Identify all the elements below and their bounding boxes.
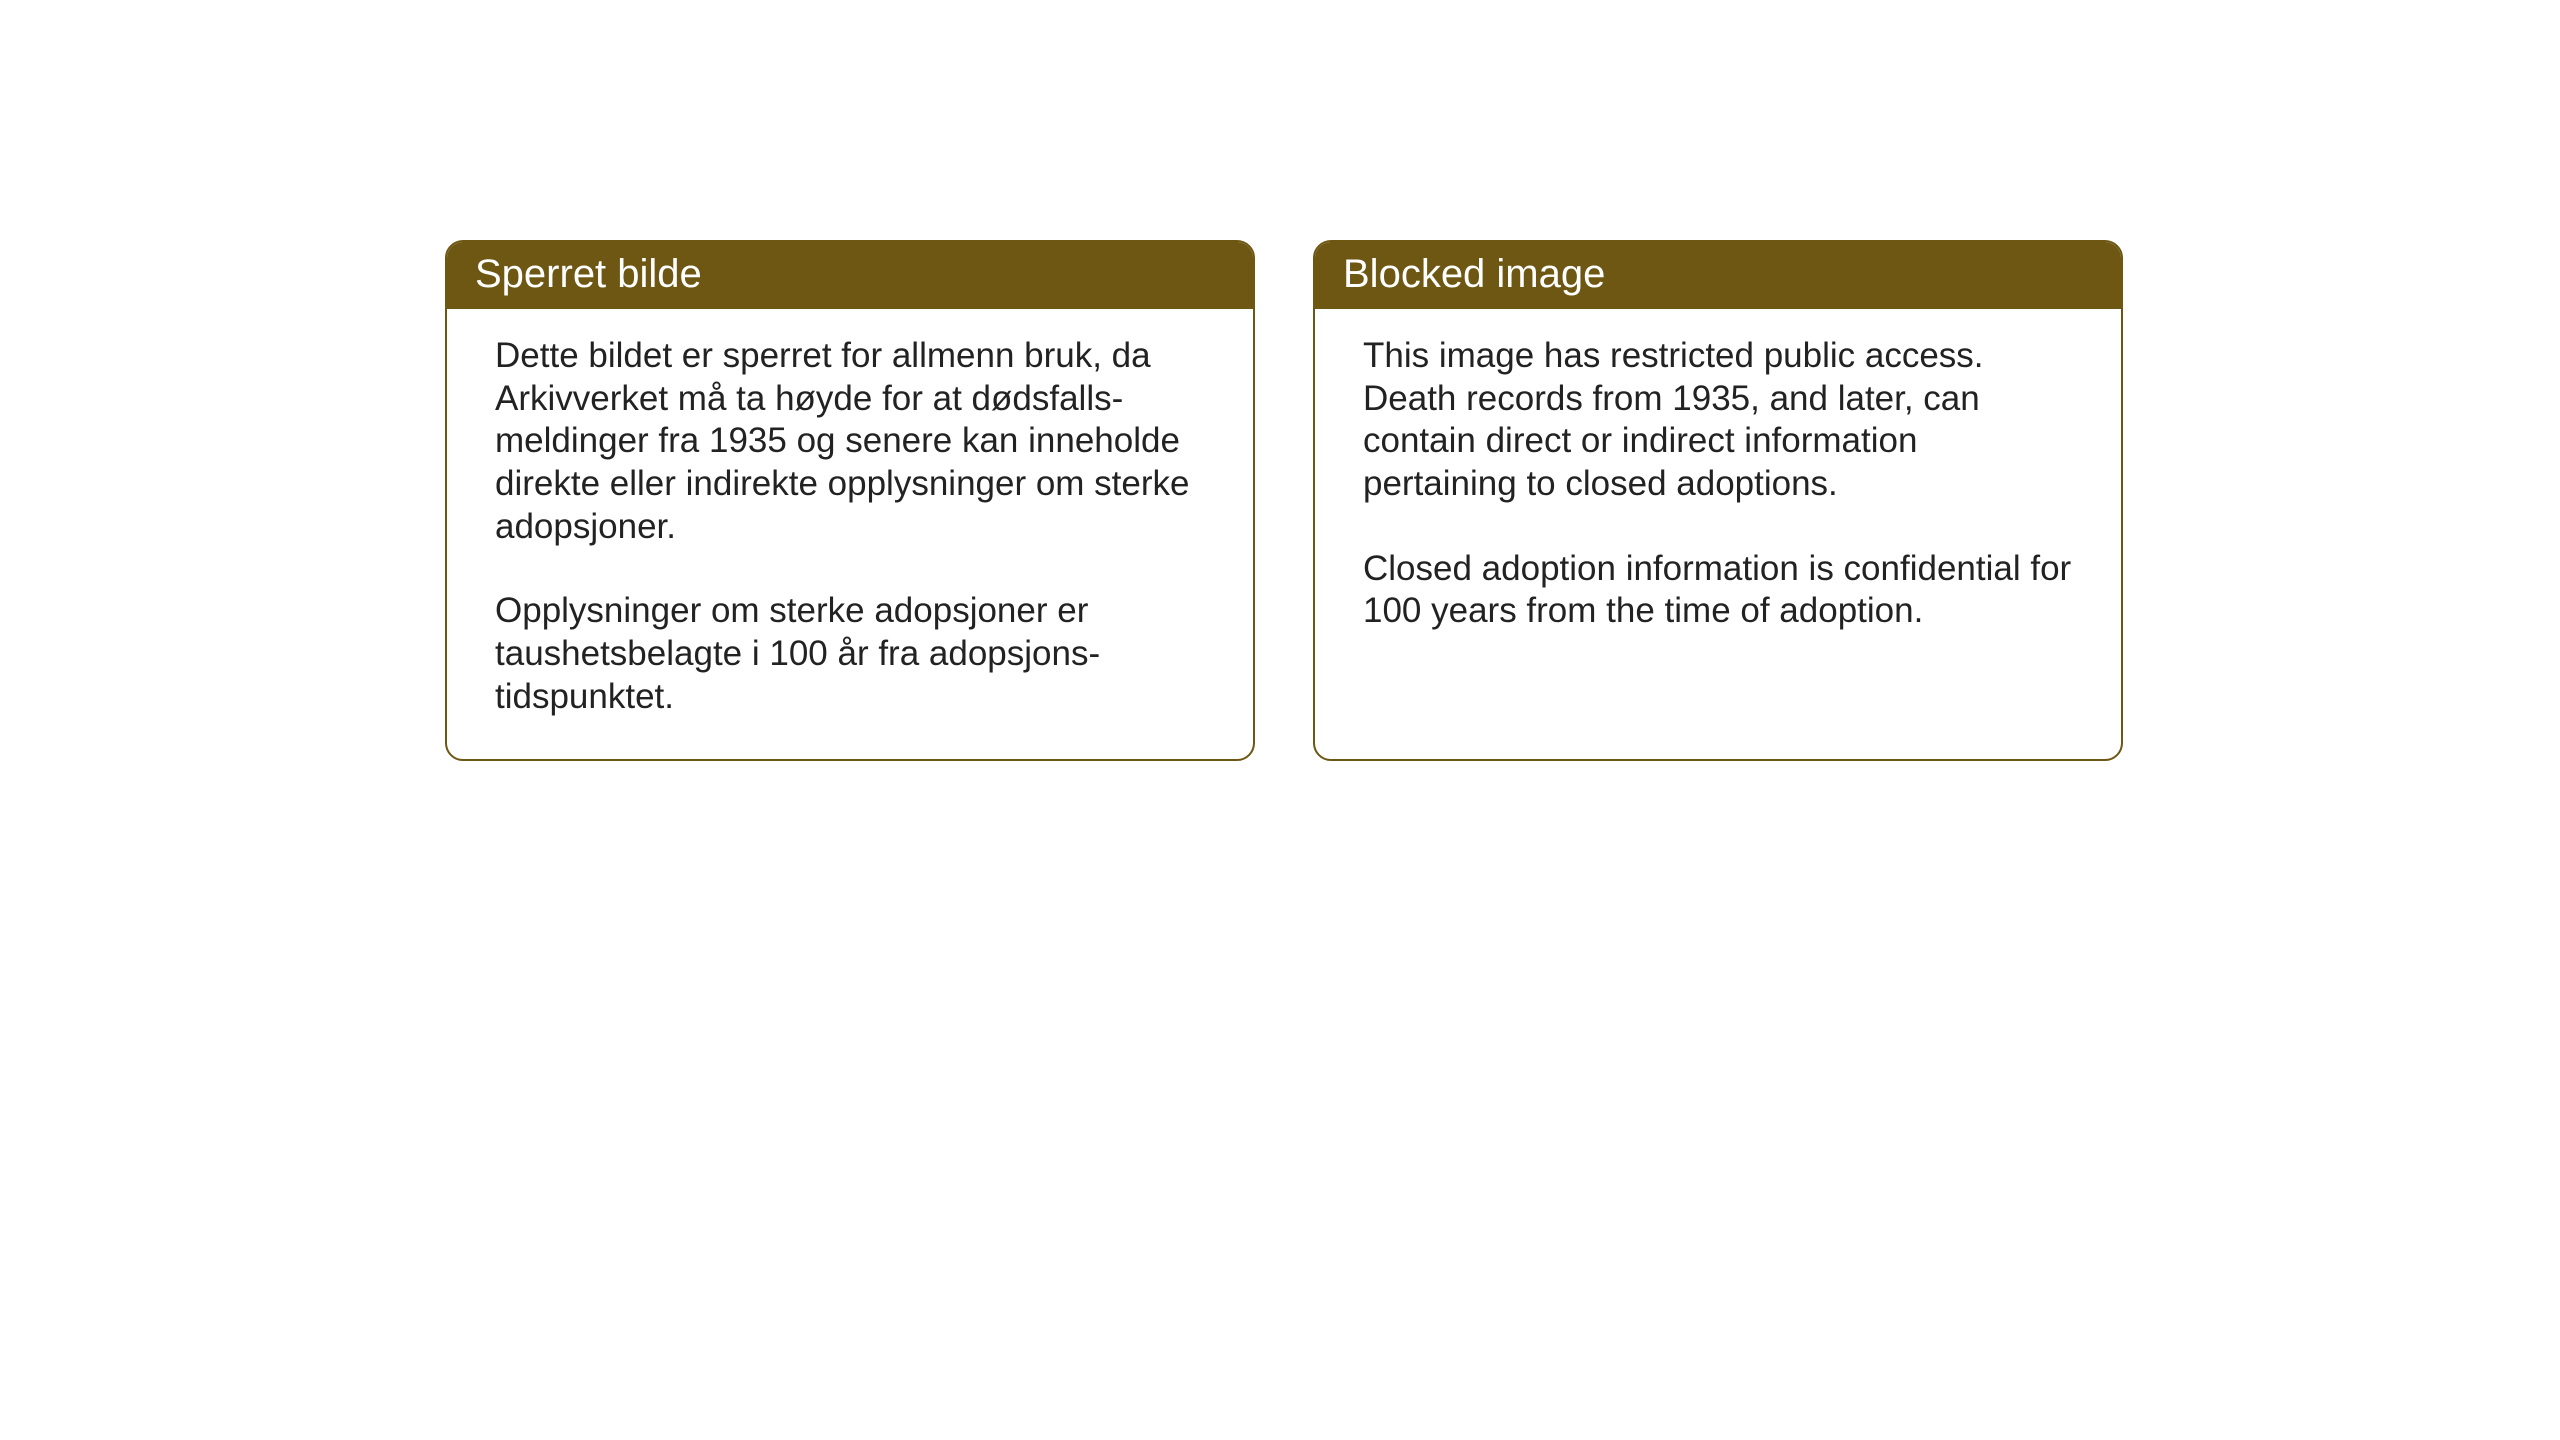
notice-card-norwegian: Sperret bilde Dette bildet er sperret fo… <box>445 240 1255 761</box>
paragraph-norwegian-2: Opplysninger om sterke adopsjoner er tau… <box>495 590 1211 718</box>
card-body-english: This image has restricted public access.… <box>1315 309 2121 733</box>
card-body-norwegian: Dette bildet er sperret for allmenn bruk… <box>447 309 1253 759</box>
card-title-norwegian: Sperret bilde <box>447 242 1253 309</box>
paragraph-norwegian-1: Dette bildet er sperret for allmenn bruk… <box>495 335 1211 548</box>
notice-card-english: Blocked image This image has restricted … <box>1313 240 2123 761</box>
card-title-english: Blocked image <box>1315 242 2121 309</box>
paragraph-english-1: This image has restricted public access.… <box>1363 335 2079 506</box>
notice-cards-container: Sperret bilde Dette bildet er sperret fo… <box>445 240 2123 761</box>
paragraph-english-2: Closed adoption information is confident… <box>1363 548 2079 633</box>
